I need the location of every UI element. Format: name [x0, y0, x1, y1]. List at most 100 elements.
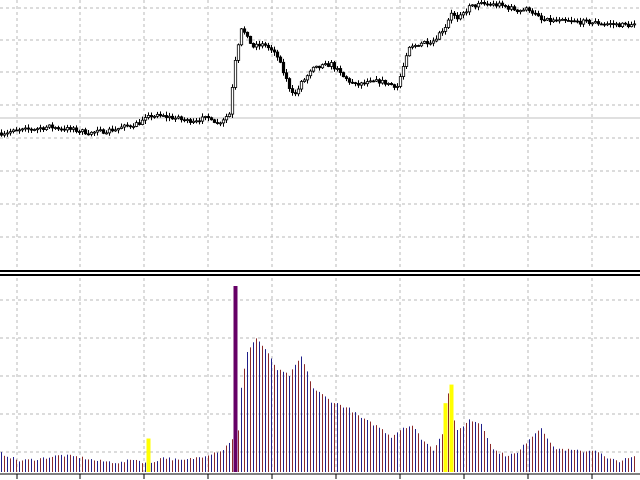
- volume-bar: [322, 394, 323, 472]
- volume-bar: [271, 358, 272, 472]
- volume-bar: [100, 459, 101, 472]
- volume-bar: [55, 455, 56, 472]
- volume-bar: [499, 453, 500, 472]
- volume-bar: [118, 463, 119, 472]
- candle-up: [296, 88, 301, 95]
- volume-bar: [244, 368, 245, 472]
- candle-up: [401, 66, 406, 77]
- candle-up: [194, 120, 199, 123]
- candle-up: [590, 22, 595, 25]
- volume-bar: [541, 428, 542, 472]
- candle-down: [539, 15, 544, 21]
- volume-bar: [412, 425, 413, 472]
- volume-bar: [127, 459, 128, 472]
- candle-up: [467, 5, 472, 13]
- volume-bar: [367, 420, 368, 472]
- volume-bar: [115, 463, 116, 472]
- candle-down: [281, 61, 286, 74]
- candle-up: [302, 79, 307, 82]
- volume-bar: [70, 454, 71, 472]
- volume-bar: [553, 446, 554, 472]
- candle-up: [155, 113, 160, 117]
- candle-up: [359, 82, 364, 86]
- volume-bar: [547, 438, 548, 472]
- volume-bar: [454, 420, 455, 472]
- volume-bar: [634, 456, 635, 472]
- volume-bar: [16, 459, 17, 472]
- volume-bar: [76, 456, 77, 472]
- volume-bar: [265, 349, 266, 472]
- volume-bar: [406, 428, 407, 472]
- volume-bar: [610, 458, 611, 472]
- candle-down: [542, 19, 547, 22]
- volume-bar: [106, 461, 107, 472]
- candle-down: [269, 47, 274, 51]
- candle-up: [92, 131, 97, 134]
- volume-bar: [40, 458, 41, 472]
- candle-up: [95, 129, 100, 133]
- candle-down: [128, 125, 133, 128]
- candle-down: [77, 131, 82, 133]
- candle-up: [365, 81, 370, 85]
- candle-up: [8, 131, 13, 134]
- volume-bar: [568, 448, 569, 472]
- candle-down: [59, 128, 64, 131]
- candle-down: [611, 23, 616, 25]
- volume-bar: [616, 460, 617, 472]
- candle-down: [512, 6, 517, 11]
- volume-bar: [409, 426, 410, 472]
- volume-bar: [190, 458, 191, 472]
- candle-down: [506, 6, 511, 10]
- candle-down: [164, 115, 169, 118]
- candle-down: [554, 19, 559, 22]
- volume-bar: [214, 452, 215, 472]
- volume-bar: [211, 454, 212, 472]
- volume-bar: [337, 403, 338, 472]
- volume-bar: [526, 443, 527, 472]
- volume-spike-bar: [443, 403, 448, 472]
- candle-down: [158, 113, 163, 117]
- volume-bar: [304, 364, 305, 472]
- volume-bar: [580, 450, 581, 472]
- volume-bar: [346, 407, 347, 472]
- candle-up: [404, 55, 409, 67]
- volume-bar: [25, 459, 26, 472]
- volume-bars: [1, 286, 635, 472]
- volume-bar: [109, 461, 110, 472]
- candle-down: [596, 21, 601, 25]
- volume-bar: [175, 458, 176, 472]
- candle-up: [386, 83, 391, 85]
- volume-bar: [4, 455, 5, 472]
- volume-bar: [7, 456, 8, 472]
- volume-bar: [130, 459, 131, 472]
- volume-bar: [556, 449, 557, 472]
- candle-up: [443, 27, 448, 32]
- volume-bar: [94, 460, 95, 472]
- candle-down: [86, 133, 91, 136]
- volume-bar: [220, 451, 221, 472]
- candle-down: [62, 128, 67, 131]
- panel-separator-bottom[interactable]: [0, 274, 640, 276]
- candle-down: [251, 43, 256, 48]
- volume-bar: [598, 452, 599, 472]
- volume-bar: [121, 461, 122, 472]
- candle-up: [560, 18, 565, 21]
- candle-down: [572, 20, 577, 23]
- candle-up: [32, 129, 37, 131]
- candle-up: [53, 127, 58, 129]
- volume-bar: [310, 381, 311, 472]
- candle-up: [440, 30, 445, 34]
- volume-bar: [196, 457, 197, 472]
- candle-up: [11, 129, 16, 133]
- candle-down: [332, 62, 337, 70]
- volume-bar: [394, 434, 395, 472]
- candle-up: [152, 115, 157, 118]
- candle-up: [224, 116, 229, 121]
- volume-bar: [532, 436, 533, 472]
- candle-up: [449, 12, 454, 21]
- candle-down: [488, 3, 493, 6]
- volume-bar: [430, 446, 431, 472]
- candle-up: [236, 44, 241, 61]
- panel-separator-top[interactable]: [0, 270, 640, 272]
- volume-bar: [256, 338, 257, 472]
